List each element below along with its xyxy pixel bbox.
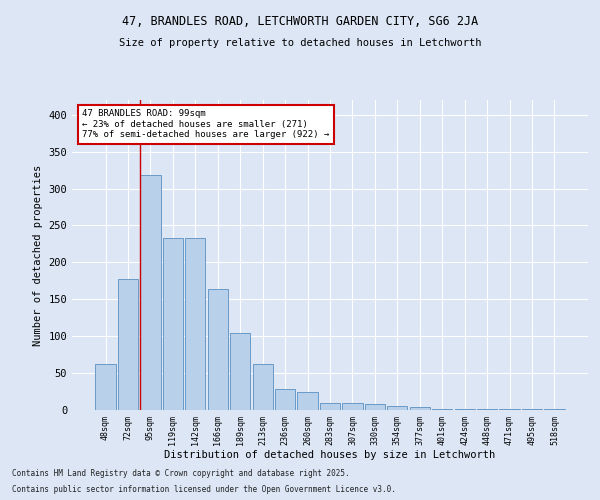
Bar: [320, 402, 340, 410]
Bar: [253, 364, 273, 410]
Bar: [95, 364, 116, 410]
Bar: [432, 408, 452, 410]
Y-axis label: Number of detached properties: Number of detached properties: [33, 164, 43, 346]
Bar: [185, 238, 205, 410]
Text: Contains public sector information licensed under the Open Government Licence v3: Contains public sector information licen…: [12, 485, 396, 494]
Text: 47 BRANDLES ROAD: 99sqm
← 23% of detached houses are smaller (271)
77% of semi-d: 47 BRANDLES ROAD: 99sqm ← 23% of detache…: [82, 110, 329, 139]
Bar: [544, 408, 565, 410]
Bar: [163, 238, 183, 410]
Bar: [230, 333, 250, 410]
Bar: [387, 406, 407, 410]
Bar: [343, 402, 362, 410]
Bar: [140, 176, 161, 410]
Bar: [298, 392, 317, 410]
Bar: [208, 289, 228, 410]
Bar: [275, 390, 295, 410]
Text: Size of property relative to detached houses in Letchworth: Size of property relative to detached ho…: [119, 38, 481, 48]
X-axis label: Distribution of detached houses by size in Letchworth: Distribution of detached houses by size …: [164, 450, 496, 460]
Bar: [499, 408, 520, 410]
Text: Contains HM Land Registry data © Crown copyright and database right 2025.: Contains HM Land Registry data © Crown c…: [12, 468, 350, 477]
Bar: [118, 280, 138, 410]
Bar: [365, 404, 385, 410]
Bar: [410, 407, 430, 410]
Text: 47, BRANDLES ROAD, LETCHWORTH GARDEN CITY, SG6 2JA: 47, BRANDLES ROAD, LETCHWORTH GARDEN CIT…: [122, 15, 478, 28]
